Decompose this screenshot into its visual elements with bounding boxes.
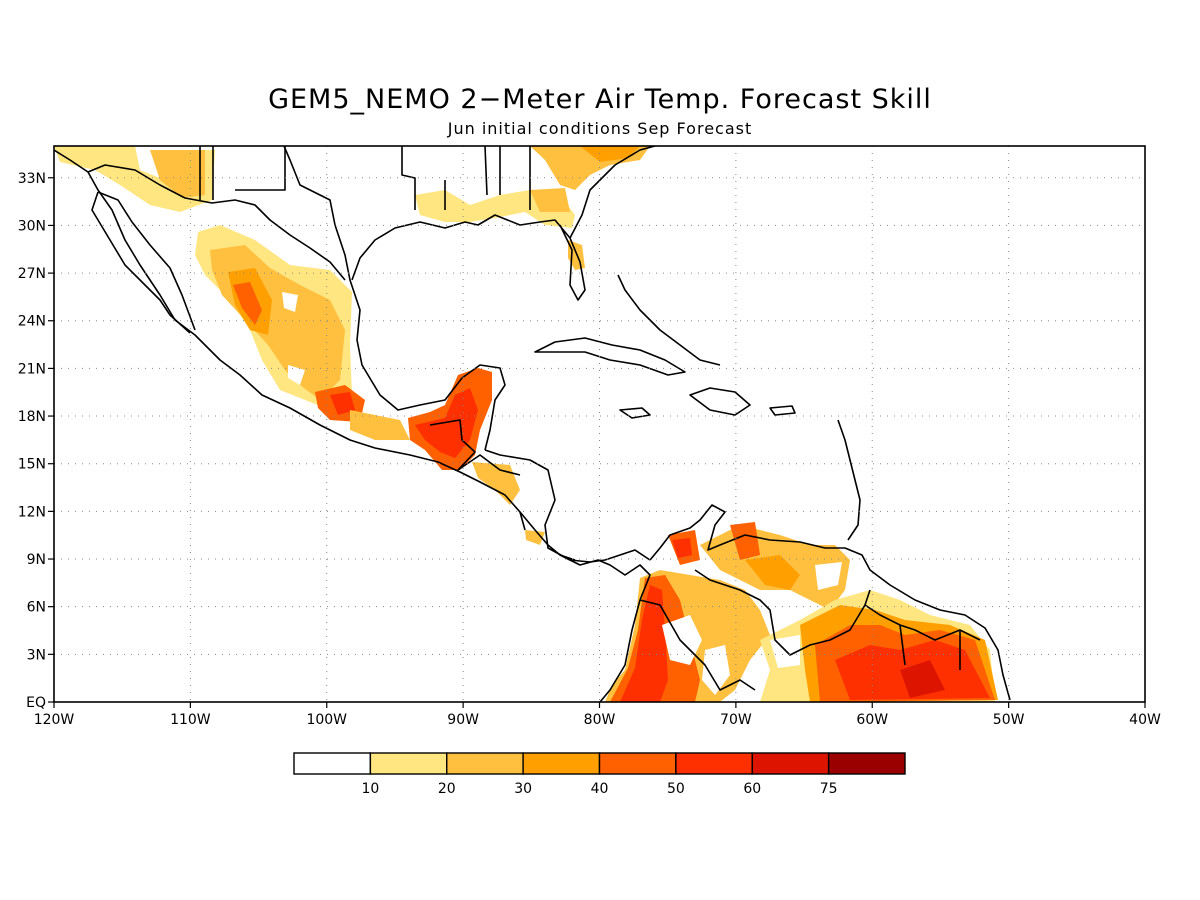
skill-area-carolinas-core	[580, 146, 640, 162]
legend-swatch	[675, 752, 753, 775]
skill-area-guianas-hottest	[900, 660, 945, 698]
latitude-axis: EQ 3N 6N 9N 12N 15N 18N 21N 24N 27N 30N 33N	[18, 171, 54, 711]
longitude-axis: 120W 110W 100W 90W 80W 70W 60W 50W 40W	[34, 702, 1161, 728]
legend-swatch	[293, 752, 372, 775]
lon-tick-label: 100W	[306, 712, 347, 728]
skill-area-sierra-madre-hot	[233, 282, 262, 325]
skill-area-andes-north-core	[672, 538, 692, 558]
coastlines	[54, 146, 1011, 702]
lat-tick-label: 27N	[18, 266, 46, 282]
lon-tick-label: 120W	[34, 712, 75, 728]
gulf-coastline	[283, 146, 656, 451]
cuba	[534, 337, 686, 376]
lat-tick-label: 33N	[18, 171, 46, 187]
chart-subtitle: Jun initial conditions Sep Forecast	[447, 119, 753, 138]
legend-swatch	[827, 752, 906, 775]
legend-label: 40	[591, 781, 609, 797]
legend-swatch	[598, 752, 677, 775]
legend-swatch	[446, 752, 524, 775]
lat-tick-label: 30N	[18, 218, 46, 234]
us-mexico-border	[87, 164, 346, 281]
legend-label: 10	[361, 781, 379, 797]
lon-tick-label: 110W	[170, 712, 211, 728]
skill-area-venezuela-mid	[745, 555, 800, 590]
skill-area-venezuela-core	[730, 522, 760, 560]
caribbean-coast-central-america	[484, 449, 651, 563]
legend-label: 30	[514, 781, 532, 797]
skill-area-colombia-hole2	[702, 645, 730, 695]
lat-tick-label: 12N	[18, 504, 46, 520]
lesser-antilles	[837, 419, 861, 541]
skill-area-venezuela-hole	[815, 562, 842, 590]
lat-tick-label: 6N	[27, 600, 46, 616]
lon-tick-label: 40W	[1129, 712, 1161, 728]
legend-swatch	[369, 752, 448, 775]
skill-area-colombia-west-core	[620, 585, 668, 702]
skill-shading	[54, 146, 998, 702]
skill-area-nicaragua	[525, 530, 545, 545]
south-america-borders	[639, 569, 981, 691]
lon-tick-label: 60W	[856, 712, 888, 728]
color-legend: 10 20 30 40 50 60 75	[293, 752, 906, 797]
lat-tick-label: 21N	[18, 361, 46, 377]
lon-tick-label: 90W	[447, 712, 479, 728]
lat-tick-label: 3N	[27, 647, 46, 663]
skill-area-hole-mexico2	[288, 365, 305, 385]
lat-tick-label: 24N	[18, 314, 46, 330]
legend-swatch	[751, 752, 830, 775]
legend-label: 60	[743, 781, 761, 797]
lat-tick-label: EQ	[26, 695, 46, 711]
hispaniola	[689, 387, 751, 416]
skill-area-southern-mexico	[350, 410, 410, 440]
lat-tick-label: 15N	[18, 457, 46, 473]
lat-tick-label: 18N	[18, 409, 46, 425]
legend-label: 75	[820, 781, 838, 797]
lon-tick-label: 50W	[993, 712, 1025, 728]
legend-label: 20	[438, 781, 456, 797]
lon-tick-label: 80W	[584, 712, 616, 728]
lat-tick-label: 9N	[27, 552, 46, 568]
lon-tick-label: 70W	[720, 712, 752, 728]
legend-label: 50	[667, 781, 685, 797]
skill-area-hole-mexico	[282, 292, 298, 312]
legend-swatch	[522, 752, 601, 775]
chart-title: GEM5_NEMO 2−Meter Air Temp. Forecast Ski…	[268, 84, 932, 115]
skill-area-central-mexico-hot2	[330, 392, 355, 415]
skill-area-georgia	[530, 188, 570, 212]
pacific-coastline	[54, 149, 651, 702]
skill-area-honduras	[472, 462, 520, 505]
puerto-rico	[769, 405, 796, 416]
south-america-coast	[649, 504, 1011, 701]
baja-california-coast	[91, 191, 196, 334]
us-state-lines	[199, 146, 531, 210]
bahamas	[617, 274, 721, 366]
skill-area-us-southwest-core	[150, 150, 205, 198]
jamaica	[619, 407, 651, 419]
